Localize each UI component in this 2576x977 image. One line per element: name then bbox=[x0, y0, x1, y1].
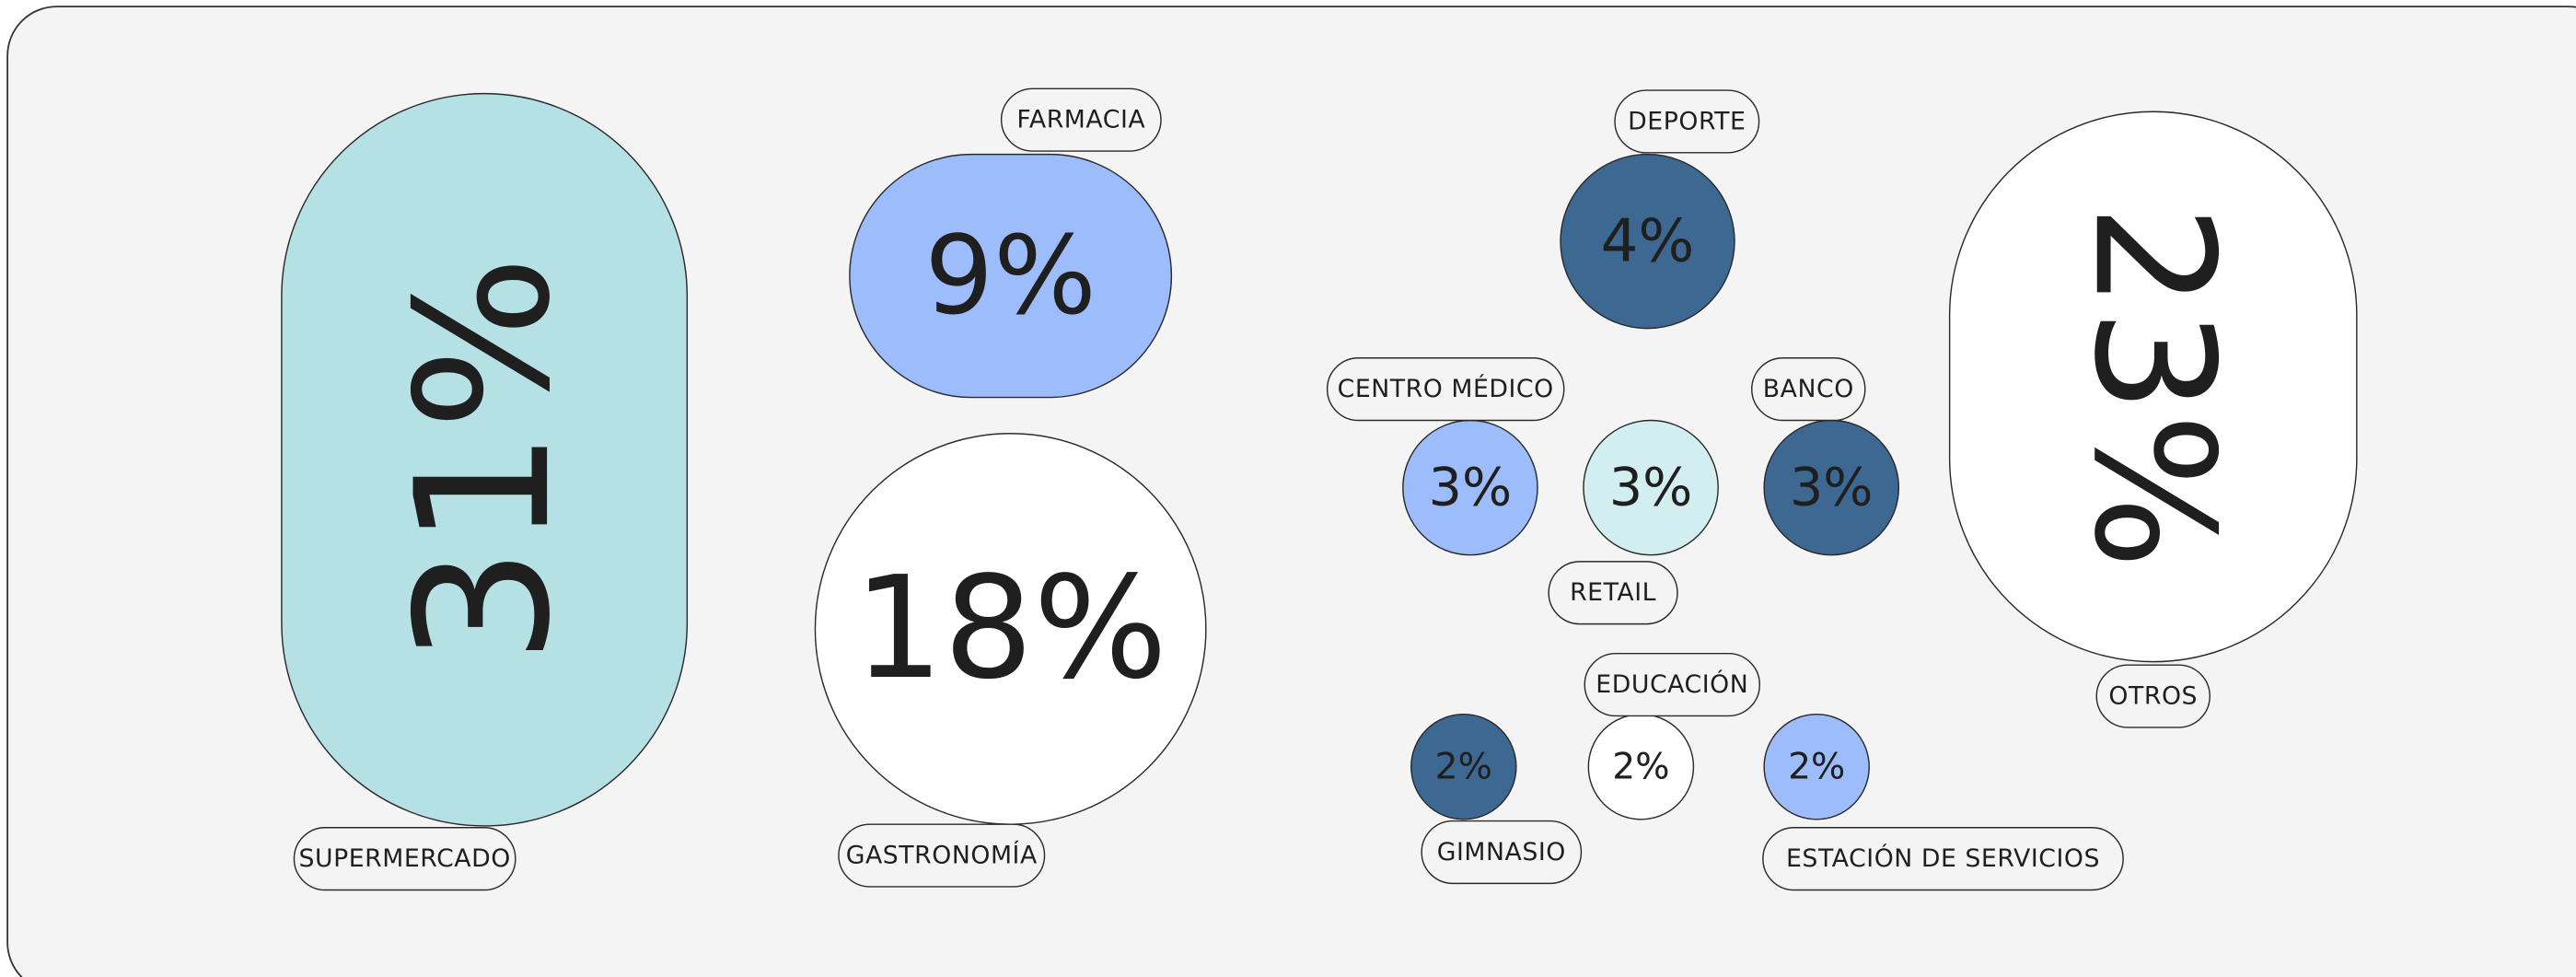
bubble bbox=[1763, 713, 1870, 820]
value-label: 3% bbox=[1609, 458, 1693, 518]
category-label: GIMNASIO bbox=[1437, 838, 1566, 867]
value-label: 31% bbox=[377, 255, 591, 664]
value-label: 2% bbox=[1435, 746, 1492, 787]
category-label: RETAIL bbox=[1570, 578, 1656, 607]
category-label: ESTACIÓN DE SERVICIOS bbox=[1786, 843, 2100, 873]
category-pill bbox=[1548, 561, 1678, 625]
category-pill bbox=[1421, 820, 1583, 885]
category-pill bbox=[1751, 357, 1866, 422]
value-label: 9% bbox=[924, 213, 1097, 339]
category-label: CENTRO MÉDICO bbox=[1338, 374, 1554, 403]
value-label: 2% bbox=[1612, 746, 1669, 787]
category-pill bbox=[838, 823, 1046, 888]
category-pill bbox=[1614, 89, 1760, 154]
category-label: SUPERMERCADO bbox=[298, 844, 510, 873]
category-pill bbox=[1000, 87, 1162, 152]
bubble bbox=[1560, 153, 1735, 330]
value-label: 2% bbox=[1788, 746, 1845, 787]
category-pill bbox=[1762, 827, 2124, 891]
category-pill bbox=[293, 827, 516, 891]
bubble bbox=[281, 92, 689, 827]
category-pill bbox=[1326, 357, 1565, 422]
category-label: BANCO bbox=[1763, 375, 1854, 403]
value-label: 23% bbox=[2058, 204, 2249, 569]
category-label: DEPORTE bbox=[1628, 107, 1746, 135]
bubble bbox=[849, 153, 1173, 399]
bubble bbox=[1410, 713, 1517, 820]
value-label: 18% bbox=[853, 547, 1167, 711]
category-label: OTROS bbox=[2108, 682, 2198, 711]
category-pill bbox=[1584, 652, 1761, 717]
category-pill bbox=[2095, 664, 2210, 728]
value-label: 4% bbox=[1601, 207, 1695, 276]
bubble bbox=[1948, 110, 2358, 663]
value-label: 3% bbox=[1429, 458, 1513, 518]
value-label: 3% bbox=[1790, 458, 1874, 518]
category-label: FARMACIA bbox=[1016, 106, 1145, 134]
category-label: EDUCACIÓN bbox=[1595, 669, 1748, 699]
category-label: GASTRONOMÍA bbox=[846, 841, 1038, 870]
bubble bbox=[1583, 419, 1719, 556]
